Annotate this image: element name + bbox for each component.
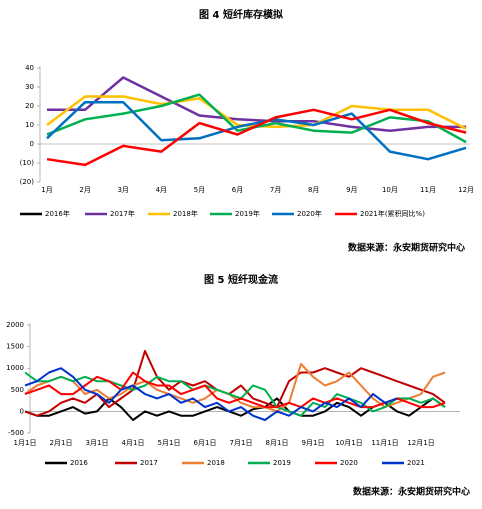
x-tick-label: 8月 — [308, 186, 319, 194]
x-tick-label: 2月1日 — [50, 439, 73, 447]
legend-label: 2016 — [70, 459, 88, 467]
x-tick-label: 3月1日 — [86, 439, 109, 447]
y-tick-label: 0 — [20, 407, 24, 415]
x-tick-label: 11月1日 — [371, 439, 398, 447]
legend-label: 2021 — [407, 459, 425, 467]
y-tick-label: 500 — [11, 386, 24, 394]
chart-title: 图 5 短纤现金流 — [204, 273, 278, 286]
series-line — [24, 371, 446, 417]
series-line — [47, 76, 467, 132]
series-line — [24, 362, 446, 413]
x-tick-label: 12月1日 — [407, 439, 434, 447]
x-tick-label: 11月 — [420, 186, 436, 194]
x-tick-label: 4月 — [156, 186, 167, 194]
legend-label: 2020 — [340, 459, 358, 467]
y-tick-label: (10) — [20, 159, 35, 167]
source-note: 数据来源：永安期货研究中心 — [348, 242, 465, 254]
x-tick-label: 10月1日 — [335, 439, 362, 447]
legend-label: 2020年 — [297, 209, 322, 218]
legend-label: 2016年 — [45, 209, 70, 218]
x-tick-label: 8月1日 — [266, 439, 289, 447]
legend-label: 2019年 — [235, 209, 260, 218]
series-line — [46, 100, 467, 161]
x-tick-label: 2月 — [79, 186, 90, 194]
x-tick-label: 1月 — [41, 186, 52, 194]
legend-label: 2018 — [207, 459, 225, 467]
legend-label: 2017年 — [110, 209, 135, 218]
x-tick-label: 1月1日 — [14, 439, 37, 447]
y-tick-label: (20) — [20, 178, 35, 186]
x-tick-label: 6月1日 — [194, 439, 217, 447]
y-tick-label: 2000 — [6, 321, 24, 329]
y-tick-label: 1000 — [6, 364, 24, 372]
chart-title: 图 4 短纤库存模拟 — [199, 8, 283, 21]
x-tick-label: 12月 — [458, 186, 474, 194]
y-tick-label: 30 — [25, 83, 34, 91]
x-tick-label: 7月 — [270, 186, 281, 194]
x-tick-label: 5月 — [194, 186, 205, 194]
y-tick-label: 10 — [25, 121, 34, 129]
x-tick-label: 4月1日 — [122, 439, 145, 447]
x-tick-label: 9月 — [346, 186, 357, 194]
series-line — [46, 108, 467, 167]
series-line — [24, 367, 398, 421]
x-tick-label: 9月1日 — [302, 439, 325, 447]
series-line — [24, 371, 446, 409]
source-note: 数据来源：永安期货研究中心 — [353, 486, 470, 498]
y-tick-label: 1500 — [6, 343, 24, 351]
y-tick-label: 0 — [30, 140, 34, 148]
legend-label: 2021年(累积同比%) — [360, 209, 425, 218]
legend-label: 2019 — [273, 459, 291, 467]
y-tick-label: 20 — [25, 102, 34, 110]
x-tick-label: 7月1日 — [230, 439, 253, 447]
y-tick-label: -500 — [8, 429, 24, 437]
legend-label: 2017 — [140, 459, 158, 467]
x-tick-label: 3月 — [117, 186, 128, 194]
legend-label: 2018年 — [173, 209, 198, 218]
x-tick-label: 10月 — [382, 186, 398, 194]
y-tick-label: 40 — [25, 64, 34, 72]
series-line — [24, 349, 446, 417]
x-tick-label: 6月 — [232, 186, 243, 194]
x-tick-label: 5月1日 — [158, 439, 181, 447]
